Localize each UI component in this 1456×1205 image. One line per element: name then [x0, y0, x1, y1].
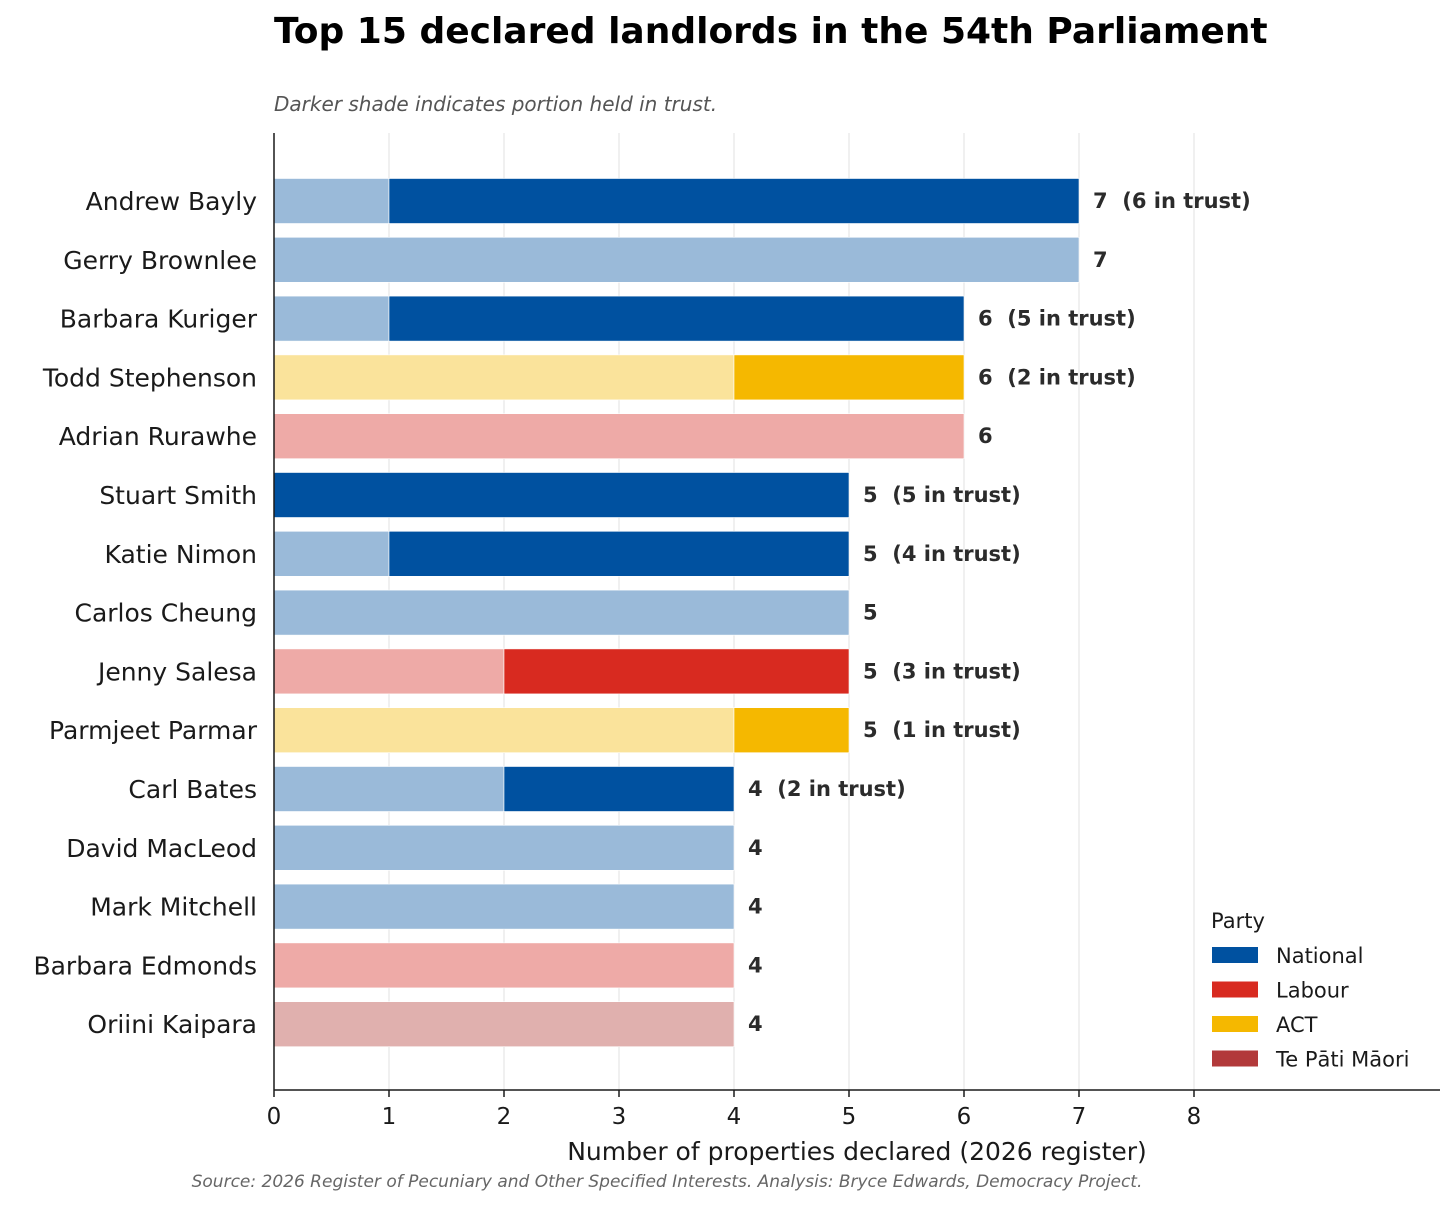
- legend-swatch: [1212, 1050, 1258, 1067]
- bar-value-label: 4: [748, 953, 763, 977]
- bar-value-label: 5: [863, 601, 878, 625]
- bar-owned-directly: [273, 766, 505, 812]
- y-tick-label: Todd Stephenson: [42, 363, 257, 392]
- y-tick-label: Katie Nimon: [105, 540, 258, 569]
- x-tick-label: 5: [842, 1104, 857, 1130]
- x-axis-label: Number of properties declared (2026 regi…: [567, 1137, 1147, 1166]
- bar-in-trust: [388, 178, 1080, 224]
- bar-value-label: 4: [748, 895, 763, 919]
- bar-value-label: 5 (4 in trust): [863, 542, 1021, 566]
- y-tick-label: Barbara Edmonds: [33, 951, 257, 980]
- y-tick-label: Carl Bates: [128, 775, 257, 804]
- bar-value-label: 5 (3 in trust): [863, 659, 1021, 683]
- bar-value-label: 4: [748, 1012, 763, 1036]
- y-tick-label: Barbara Kuriger: [60, 305, 258, 334]
- bar-in-trust: [503, 766, 735, 812]
- y-tick-label: Oriini Kaipara: [87, 1010, 257, 1039]
- bar-in-trust: [273, 472, 850, 518]
- bar-owned-directly: [273, 589, 850, 636]
- y-tick-label: Stuart Smith: [99, 481, 257, 510]
- bar-owned-directly: [273, 295, 390, 342]
- bar-owned-directly: [273, 824, 735, 871]
- legend-swatch: [1212, 1016, 1258, 1032]
- bar-value-label: 6: [978, 424, 993, 448]
- y-tick-label: Parmjeet Parmar: [49, 716, 258, 745]
- legend-swatch: [1212, 947, 1258, 963]
- x-tick-label: 7: [1072, 1104, 1087, 1130]
- bar-value-label: 7: [1093, 248, 1108, 272]
- y-tick-label: Jenny Salesa: [96, 657, 257, 686]
- bar-owned-directly: [273, 178, 390, 224]
- legend: Party National Labour ACT Te Pāti Māori: [1211, 909, 1409, 1072]
- bar-owned-directly: [273, 413, 965, 460]
- source-note: Source: 2026 Register of Pecuniary and O…: [192, 1172, 1143, 1192]
- bar-owned-directly: [273, 648, 505, 695]
- bar-value-label: 5 (5 in trust): [863, 483, 1021, 507]
- bar-owned-directly: [273, 530, 390, 577]
- x-tick-label: 4: [727, 1104, 742, 1130]
- bar-in-trust: [733, 707, 850, 754]
- bar-in-trust: [388, 530, 850, 577]
- x-tick-label: 8: [1187, 1104, 1202, 1130]
- legend-entry: Labour: [1276, 979, 1349, 1003]
- bar-value-label: 6 (2 in trust): [978, 365, 1136, 389]
- x-tick-label: 0: [267, 1104, 282, 1130]
- y-tick-label: Mark Mitchell: [90, 893, 257, 922]
- x-tick-label: 3: [612, 1104, 627, 1130]
- bar-in-trust: [388, 295, 965, 342]
- bar-value-label: 6 (5 in trust): [978, 307, 1136, 331]
- x-ticks: 0 1 2 3 4 5 6 7 8: [267, 1090, 1202, 1130]
- labels: Andrew Bayly 7 (6 in trust) Gerry Brownlee…: [33, 187, 1250, 1039]
- bars: [273, 178, 1080, 1048]
- bar-owned-directly: [273, 707, 735, 754]
- bar-value-label: 4: [748, 836, 763, 860]
- y-tick-label: Adrian Rurawhe: [59, 422, 257, 451]
- x-tick-label: 1: [382, 1104, 397, 1130]
- bar-value-label: 7 (6 in trust): [1093, 189, 1251, 213]
- y-tick-label: Andrew Bayly: [86, 187, 258, 216]
- chart-subtitle: Darker shade indicates portion held in t…: [274, 92, 717, 116]
- bar-owned-directly: [273, 1001, 735, 1048]
- y-tick-label: Gerry Brownlee: [63, 246, 257, 275]
- bar-owned-directly: [273, 237, 1080, 283]
- x-tick-label: 6: [957, 1104, 972, 1130]
- legend-entry: ACT: [1276, 1013, 1318, 1037]
- chart-title: Top 15 declared landlords in the 54th Pa…: [274, 11, 1268, 52]
- bar-owned-directly: [273, 883, 735, 930]
- bar-owned-directly: [273, 354, 735, 401]
- y-tick-label: David MacLeod: [66, 834, 257, 863]
- legend-entry: National: [1276, 944, 1364, 968]
- bar-value-label: 5 (1 in trust): [863, 718, 1021, 742]
- y-tick-label: Carlos Cheung: [74, 599, 257, 628]
- legend-entry: Te Pāti Māori: [1275, 1048, 1409, 1072]
- bar-in-trust: [503, 648, 850, 695]
- legend-swatch: [1212, 981, 1258, 998]
- bar-value-label: 4 (2 in trust): [748, 777, 906, 801]
- x-tick-label: 2: [497, 1104, 512, 1130]
- bar-in-trust: [733, 354, 965, 401]
- bar-owned-directly: [273, 942, 735, 989]
- legend-title: Party: [1211, 909, 1265, 933]
